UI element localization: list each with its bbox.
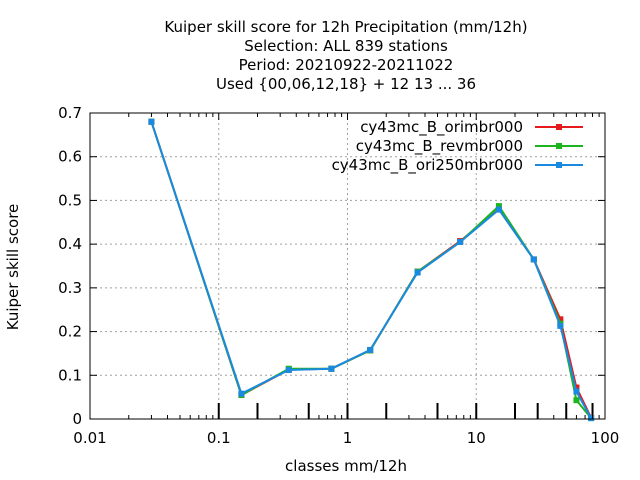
grid-lines xyxy=(90,113,605,419)
x-tick-label: 1 xyxy=(343,429,353,447)
y-tick-label: 0.4 xyxy=(58,235,82,253)
title-line-4: Used {00,06,12,18} + 12 13 ... 36 xyxy=(216,75,476,93)
x-tick-label: 10 xyxy=(467,429,486,447)
y-tick-label: 0.5 xyxy=(58,191,82,209)
legend-marker xyxy=(556,162,562,168)
y-tick-label: 0 xyxy=(72,410,82,428)
legend-label: cy43mc_B_revmbr000 xyxy=(356,137,523,156)
data-point xyxy=(414,269,421,276)
y-tick-label: 0.1 xyxy=(58,366,82,384)
data-point xyxy=(573,397,580,404)
class-marks xyxy=(217,403,594,419)
title-line-2: Selection: ALL 839 stations xyxy=(244,37,448,55)
x-tick-label: 0.01 xyxy=(73,429,106,447)
data-point xyxy=(557,322,564,329)
data-point xyxy=(530,256,537,263)
data-point xyxy=(148,118,155,125)
series-3 xyxy=(148,118,595,422)
data-point xyxy=(495,206,502,213)
x-tick-label: 0.1 xyxy=(207,429,231,447)
data-point xyxy=(285,367,292,374)
y-tick-label: 0.7 xyxy=(58,104,82,122)
data-point xyxy=(557,316,564,323)
data-point xyxy=(367,346,374,353)
y-tick-label: 0.2 xyxy=(58,323,82,341)
y-tick-label: 0.3 xyxy=(58,279,82,297)
series-line xyxy=(150,121,592,419)
y-tick-label: 0.6 xyxy=(58,148,82,166)
data-point xyxy=(588,415,595,422)
data-point xyxy=(573,388,580,395)
data-point xyxy=(495,203,502,210)
x-tick-label: 100 xyxy=(591,429,620,447)
y-axis-label: Kuiper skill score xyxy=(4,204,22,331)
legend-label: cy43mc_B_ori250mbr000 xyxy=(332,156,523,175)
series-lines xyxy=(148,118,595,422)
data-point xyxy=(238,390,245,397)
data-point xyxy=(328,365,335,372)
chart-title: Kuiper skill score for 12h Precipitation… xyxy=(164,18,527,93)
title-line-3: Period: 20210922-20211022 xyxy=(239,56,454,74)
legend-marker xyxy=(556,143,562,149)
legend-marker xyxy=(556,124,562,130)
data-point xyxy=(457,238,464,245)
x-axis-label: classes mm/12h xyxy=(285,457,407,475)
legend: cy43mc_B_orimbr000cy43mc_B_revmbr000cy43… xyxy=(332,118,583,175)
legend-label: cy43mc_B_orimbr000 xyxy=(360,118,523,137)
title-line-1: Kuiper skill score for 12h Precipitation… xyxy=(164,18,527,36)
axis-ticks: 0 0.1 0.2 0.3 0.4 0.5 0.6 0.7 0.01 0.1 1 10 100 xyxy=(58,104,619,447)
